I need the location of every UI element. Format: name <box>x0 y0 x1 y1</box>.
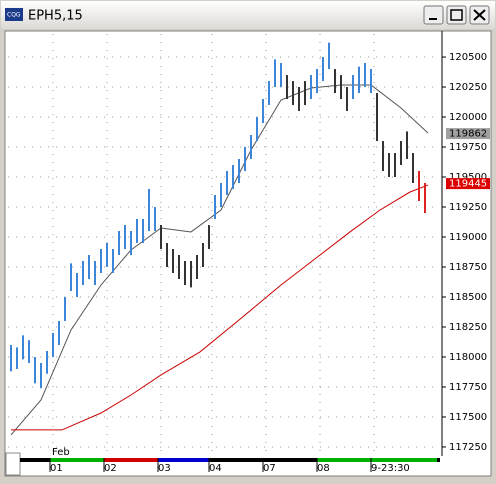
x-tick-label: 03 <box>158 463 171 474</box>
y-tick-label: 118250 <box>449 322 487 333</box>
moving-average <box>10 84 429 436</box>
session-segment <box>317 458 437 462</box>
title-bar <box>1 1 495 29</box>
x-tick-label: 9-23:30 <box>371 463 410 474</box>
app-icon <box>5 8 23 21</box>
y-tick-label: 120000 <box>449 112 487 123</box>
y-tick-label: 120500 <box>449 52 487 63</box>
x-annotation: Feb <box>52 447 70 458</box>
y-tick-label: 120250 <box>449 82 487 93</box>
y-tick-label: 118000 <box>449 352 487 363</box>
x-tick-label: 08 <box>317 463 330 474</box>
session-segment <box>104 458 158 462</box>
session-segment <box>209 458 263 462</box>
y-tick-label: 119000 <box>449 232 487 243</box>
window-title: EPH5,15 <box>28 9 83 24</box>
y-tick-label: 118750 <box>449 262 487 273</box>
chart-area <box>4 30 492 477</box>
y-tick-label: 119750 <box>449 142 487 153</box>
y-tick-label: 117250 <box>449 442 487 453</box>
price-tag <box>446 128 490 140</box>
x-tick-label: 04 <box>209 463 222 474</box>
session-segment <box>50 458 104 462</box>
y-tick-label: 119500 <box>449 172 487 183</box>
corner-box <box>5 452 21 476</box>
moving-average <box>11 184 429 431</box>
y-tick-label: 119250 <box>449 202 487 213</box>
y-tick-label: 118500 <box>449 292 487 303</box>
price-tag-label: 119862 <box>449 129 487 140</box>
session-segment <box>263 458 317 462</box>
x-tick-label: 02 <box>104 463 117 474</box>
x-tick-label: 07 <box>263 463 276 474</box>
y-tick-label: 117500 <box>449 412 487 423</box>
price-tag-label: 119445 <box>449 179 487 190</box>
y-tick-label: 117750 <box>449 382 487 393</box>
session-strip <box>20 458 440 462</box>
x-tick-label: 01 <box>50 463 63 474</box>
icon-text: CQG <box>7 12 21 19</box>
price-tag <box>446 178 490 190</box>
window-buttons[interactable] <box>423 5 490 25</box>
session-segment <box>158 458 209 462</box>
